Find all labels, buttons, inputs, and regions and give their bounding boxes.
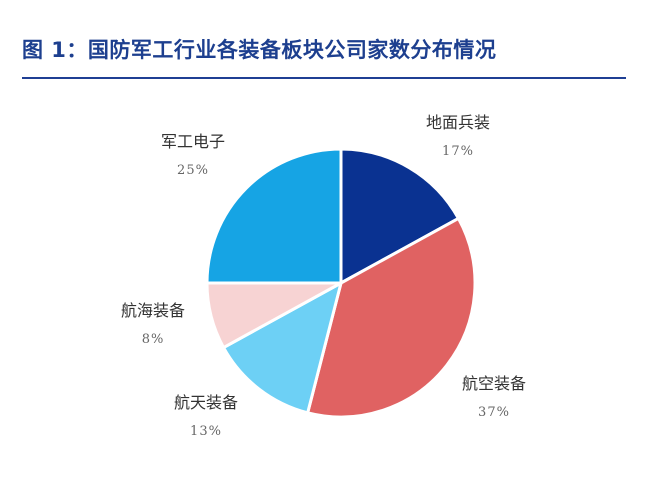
slice-label-3: 航天装备 (174, 393, 238, 412)
pie-slice-3 (222, 281, 343, 415)
pie-slice-1 (339, 147, 460, 285)
slice-label-2: 航空装备 (462, 374, 526, 393)
pie-labels: 地面兵装 17% 航空装备 37% 航天装备 13% 航海装备 8% 军工电子 25% (121, 113, 526, 439)
slice-label-5: 军工电子 (161, 132, 225, 151)
pie-slice-5 (205, 147, 343, 285)
slice-value-3: 13% (190, 424, 222, 439)
slice-value-4: 8% (142, 332, 165, 347)
slice-label-1: 地面兵装 (426, 113, 490, 132)
pie-slice-2 (306, 216, 477, 419)
slice-value-1: 17% (442, 144, 474, 159)
slice-value-2: 37% (478, 405, 510, 420)
slice-label-4: 航海装备 (121, 301, 185, 320)
slice-value-5: 25% (177, 163, 209, 178)
chart-title: 图 1：国防军工行业各装备板块公司家数分布情况 (22, 38, 497, 62)
pie-slices (205, 147, 477, 419)
title-underline (22, 77, 626, 79)
